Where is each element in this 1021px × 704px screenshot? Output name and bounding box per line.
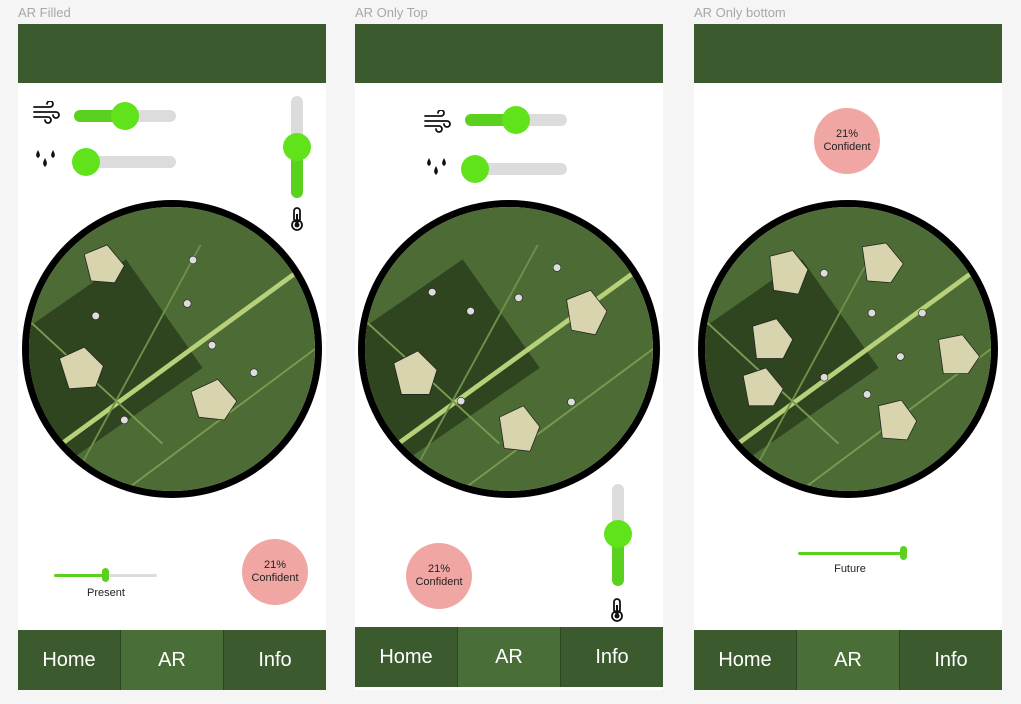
confidence-percent: 21% — [263, 559, 287, 571]
thermometer-icon — [611, 598, 623, 622]
bottom-nav: Home AR Info — [355, 627, 663, 687]
ar-only-bottom-screen: 21% Confident — [694, 24, 1002, 690]
temperature-slider-knob[interactable] — [604, 520, 632, 548]
tab-home[interactable]: Home — [355, 627, 458, 687]
confidence-percent: 21% — [427, 563, 451, 575]
water-drops-icon — [36, 150, 55, 167]
time-slider[interactable] — [798, 552, 904, 555]
leaf-image — [365, 207, 653, 491]
confidence-text: Confident — [415, 576, 463, 588]
header-bar — [18, 24, 326, 83]
ar-filled-screen: Present 21% Confident Home AR Info — [18, 24, 326, 690]
confidence-badge: 21% Confident — [242, 539, 308, 605]
humidity-slider-knob[interactable] — [72, 148, 100, 176]
bottom-nav: Home AR Info — [694, 630, 1002, 690]
tab-info[interactable]: Info — [595, 645, 629, 668]
humidity-slider-knob[interactable] — [461, 155, 489, 183]
wind-slider-knob[interactable] — [502, 106, 530, 134]
confidence-badge: 21% Confident — [814, 108, 880, 174]
humidity-slider[interactable] — [465, 163, 567, 175]
leaf-image — [29, 207, 315, 491]
confidence-percent: 21% — [835, 128, 859, 140]
ar-marker — [742, 242, 981, 441]
time-slider-knob[interactable] — [900, 546, 907, 560]
time-slider-label: Present — [87, 587, 125, 599]
frame-label: AR Only Top — [355, 5, 428, 20]
time-slider-label: Future — [834, 563, 866, 575]
ar-marker — [59, 244, 238, 421]
tab-ar[interactable]: AR — [121, 630, 224, 690]
wind-icon — [424, 110, 451, 133]
header-bar — [694, 24, 1002, 83]
wind-icon — [33, 101, 60, 124]
confidence-text: Confident — [823, 141, 871, 153]
tab-ar[interactable]: AR — [797, 630, 900, 690]
temperature-slider-knob[interactable] — [283, 133, 311, 161]
tab-home[interactable]: Home — [18, 630, 121, 690]
time-slider-knob[interactable] — [102, 568, 109, 582]
tab-info[interactable]: Info — [258, 648, 292, 671]
bottom-nav: Home AR Info — [18, 630, 326, 690]
confidence-badge: 21% Confident — [406, 543, 472, 609]
tab-info[interactable]: Info — [934, 648, 968, 671]
ar-marker — [393, 289, 608, 452]
confidence-text: Confident — [251, 572, 299, 584]
tab-home[interactable]: Home — [694, 630, 797, 690]
ar-camera-view[interactable] — [698, 200, 998, 498]
ar-camera-view[interactable] — [22, 200, 322, 498]
frame-label: AR Only bottom — [694, 5, 786, 20]
ar-only-top-screen: 21% Confident Home AR Info — [355, 24, 663, 690]
wind-slider-knob[interactable] — [111, 102, 139, 130]
header-bar — [355, 24, 663, 83]
leaf-image — [705, 207, 991, 491]
water-drops-icon — [427, 158, 446, 175]
time-slider-fill — [54, 574, 106, 577]
frame-label: AR Filled — [18, 5, 71, 20]
ar-camera-view[interactable] — [358, 200, 660, 498]
tab-ar[interactable]: AR — [458, 627, 561, 687]
